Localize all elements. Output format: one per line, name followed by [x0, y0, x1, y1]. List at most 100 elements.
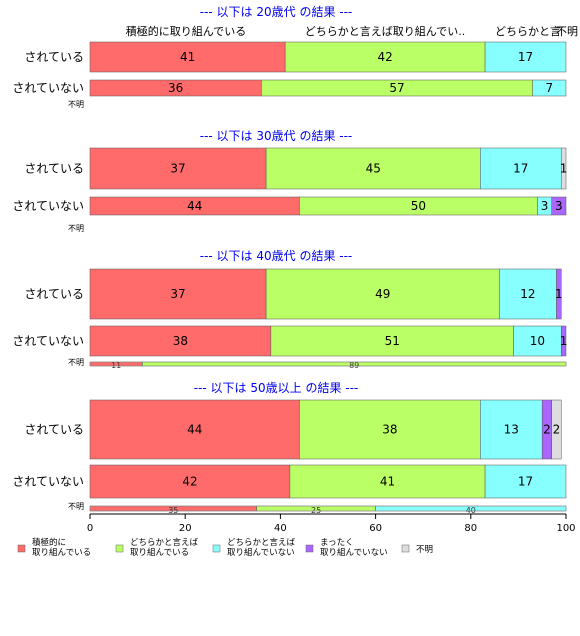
row-label-3-0: されている [24, 423, 84, 437]
row-label-0-2: 不明 [68, 100, 84, 109]
bar-segment-0-1-2 [532, 79, 567, 97]
value-label-3-2-0: 35 [168, 506, 178, 515]
legend-label-4: 不明 [416, 545, 433, 555]
section-title-0: --- 以下は 20歳代 の結果 --- [200, 5, 353, 19]
value-label-2-2-0: 11 [111, 361, 121, 370]
bar-segment-3-0-1 [299, 399, 481, 460]
value-label-3-0-0: 44 [187, 423, 202, 437]
bar-segment-3-0-0 [89, 399, 300, 460]
section-title-2: --- 以下は 40歳代 の結果 --- [200, 249, 353, 263]
value-label-2-0-3: 1 [555, 287, 563, 301]
value-label-1-1-1: 50 [411, 199, 426, 213]
legend-label-line: 取り組んでいる [32, 547, 91, 558]
value-label-3-0-3: 2 [543, 423, 551, 437]
value-label-0-0-1: 42 [377, 50, 392, 64]
row-label-0-0: されている [24, 50, 84, 64]
bar-segment-1-1-3 [551, 196, 567, 216]
bar-outline-2-2 [89, 361, 567, 367]
row-label-2-1: されていない [12, 334, 84, 348]
legend-label-3: まったく取り組んでいない [320, 538, 388, 558]
legend-swatch-2 [212, 544, 221, 553]
value-label-0-0-2: 17 [518, 50, 533, 64]
row-label-1-2: 不明 [68, 224, 84, 233]
value-label-1-0-1: 45 [366, 162, 381, 176]
bar-segment-0-0-0 [89, 41, 286, 73]
bar-segment-0-0-2 [484, 41, 567, 73]
bar-segment-2-1-3 [560, 325, 567, 357]
value-label-3-0-4: 2 [553, 423, 561, 437]
row-label-0-1: されていない [12, 81, 84, 95]
bar-segment-2-1-1 [270, 325, 514, 357]
x-tick-label-2: 40 [274, 523, 287, 534]
row-label-1-0: されている [24, 162, 84, 176]
row-label-1-1: されていない [12, 199, 84, 213]
bar-segment-1-0-1 [265, 147, 481, 190]
section-title-1: --- 以下は 30歳代 の結果 --- [200, 129, 353, 143]
column-header-1: どちらかと言えば取り組んでい.. [305, 25, 465, 38]
legend-label-line: 取り組んでいる [130, 547, 189, 558]
legend-swatch-4 [401, 544, 410, 553]
legend-label-line: 積極的に [32, 537, 66, 548]
legend-label-line: 不明 [416, 545, 433, 555]
legend-swatch-0 [17, 544, 26, 553]
value-label-1-1-2: 3 [541, 199, 549, 213]
value-label-2-1-0: 38 [173, 334, 188, 348]
value-label-0-1-0: 36 [168, 81, 183, 95]
bar-segment-3-1-1 [289, 464, 486, 499]
value-label-2-1-3: 1 [560, 334, 568, 348]
bar-segment-0-0-1 [284, 41, 486, 73]
column-header-2: どちらかと言 [495, 25, 561, 38]
legend-label-0: 積極的に取り組んでいる [32, 537, 91, 558]
legend-label-line: まったく [320, 538, 354, 548]
legend-label-line: 取り組んでいない [227, 547, 295, 558]
bar-segment-2-0-2 [499, 268, 557, 320]
value-label-2-1-2: 10 [530, 334, 545, 348]
bar-segment-3-1-2 [484, 464, 567, 499]
value-label-3-2-2: 40 [466, 506, 476, 515]
column-header-0: 積極的に取り組んでいる [126, 24, 246, 38]
row-label-3-1: されていない [12, 475, 84, 489]
value-label-3-0-1: 38 [382, 423, 397, 437]
value-label-2-1-1: 51 [385, 334, 400, 348]
row-label-3-2: 不明 [68, 502, 84, 511]
bar-segment-2-0-0 [89, 268, 267, 320]
value-label-3-1-1: 41 [380, 475, 395, 489]
x-tick-label-1: 20 [179, 523, 192, 534]
x-tick-label-5: 100 [556, 523, 575, 534]
value-label-2-0-1: 49 [375, 287, 390, 301]
value-label-0-1-2: 7 [546, 81, 554, 95]
value-label-2-2-1: 89 [349, 361, 359, 370]
bar-segment-2-1-2 [513, 325, 562, 357]
x-tick-label-3: 60 [369, 523, 382, 534]
bar-segment-3-1-0 [89, 464, 291, 499]
value-label-1-1-3: 3 [555, 199, 563, 213]
bar-segment-1-0-4 [560, 147, 567, 190]
bar-segment-1-0-0 [89, 147, 267, 190]
value-label-3-1-0: 42 [182, 475, 197, 489]
bar-segment-2-1-0 [89, 325, 272, 357]
section-title-3: --- 以下は 50歳以上 の結果 --- [194, 381, 359, 395]
column-header-4: 不明 [556, 25, 578, 38]
bar-segment-2-0-3 [556, 268, 562, 320]
bar-segment-2-0-1 [265, 268, 500, 320]
legend-swatch-3 [305, 544, 314, 553]
bar-outline-3-2 [89, 505, 567, 512]
legend-label-2: どちらかと言えば取り組んでいない [227, 537, 296, 558]
row-label-2-0: されている [24, 287, 84, 301]
value-label-3-0-2: 13 [504, 423, 519, 437]
legend-label-line: どちらかと言えば [227, 537, 296, 548]
x-tick-label-4: 80 [464, 523, 477, 534]
value-label-1-1-0: 44 [187, 199, 202, 213]
value-label-2-0-2: 12 [520, 287, 535, 301]
value-label-1-0-2: 17 [513, 162, 528, 176]
legend-label-line: 取り組んでいない [320, 547, 388, 558]
legend-label-line: どちらかと言えば [130, 537, 199, 548]
value-label-2-0-0: 37 [170, 287, 185, 301]
value-label-1-0-0: 37 [170, 162, 185, 176]
value-label-0-1-1: 57 [389, 81, 404, 95]
row-label-2-2: 不明 [68, 358, 84, 367]
bar-segment-1-0-2 [480, 147, 562, 190]
value-label-1-0-4: 1 [560, 162, 568, 176]
bar-segment-3-0-4 [551, 399, 562, 460]
